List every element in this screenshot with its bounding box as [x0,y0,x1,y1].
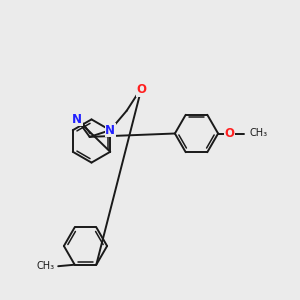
Text: CH₃: CH₃ [250,128,268,139]
Text: N: N [105,124,115,137]
Text: N: N [72,113,82,126]
Text: O: O [136,83,146,96]
Text: O: O [224,127,235,140]
Text: CH₃: CH₃ [37,261,55,271]
